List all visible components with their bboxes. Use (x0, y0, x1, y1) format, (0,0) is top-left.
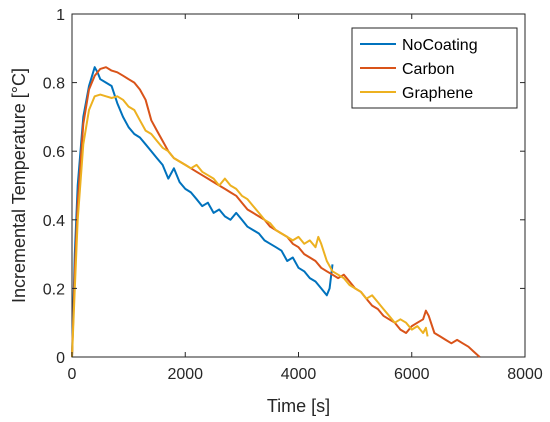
y-tick-label: 0.4 (43, 213, 65, 230)
legend-label: Carbon (402, 61, 454, 78)
series-layer (71, 66, 481, 358)
y-tick-label: 0.8 (43, 76, 65, 93)
y-tick-label: 0.2 (43, 281, 65, 298)
x-axis-label: Time [s] (267, 396, 330, 416)
y-tick-label: 0 (56, 350, 65, 367)
legend-label: Graphene (402, 85, 473, 102)
legend: NoCoating Carbon Graphene (351, 27, 518, 109)
y-tick-label: 0.6 (43, 144, 65, 161)
legend-label: NoCoating (402, 37, 478, 54)
x-tick-label: 0 (68, 366, 77, 383)
x-tick-label: 4000 (281, 366, 317, 383)
y-axis-label: Incremental Temperature [°C] (9, 68, 29, 303)
series-line-graphene (71, 93, 429, 358)
x-tick-label: 2000 (167, 366, 203, 383)
series-line-nocoating (71, 66, 334, 358)
x-axis: 0 2000 4000 6000 8000 (68, 14, 543, 383)
x-tick-label: 8000 (507, 366, 543, 383)
y-tick-label: 1 (56, 7, 65, 24)
x-tick-label: 6000 (394, 366, 430, 383)
y-axis: 0 0.2 0.4 0.6 0.8 1 (43, 7, 525, 367)
